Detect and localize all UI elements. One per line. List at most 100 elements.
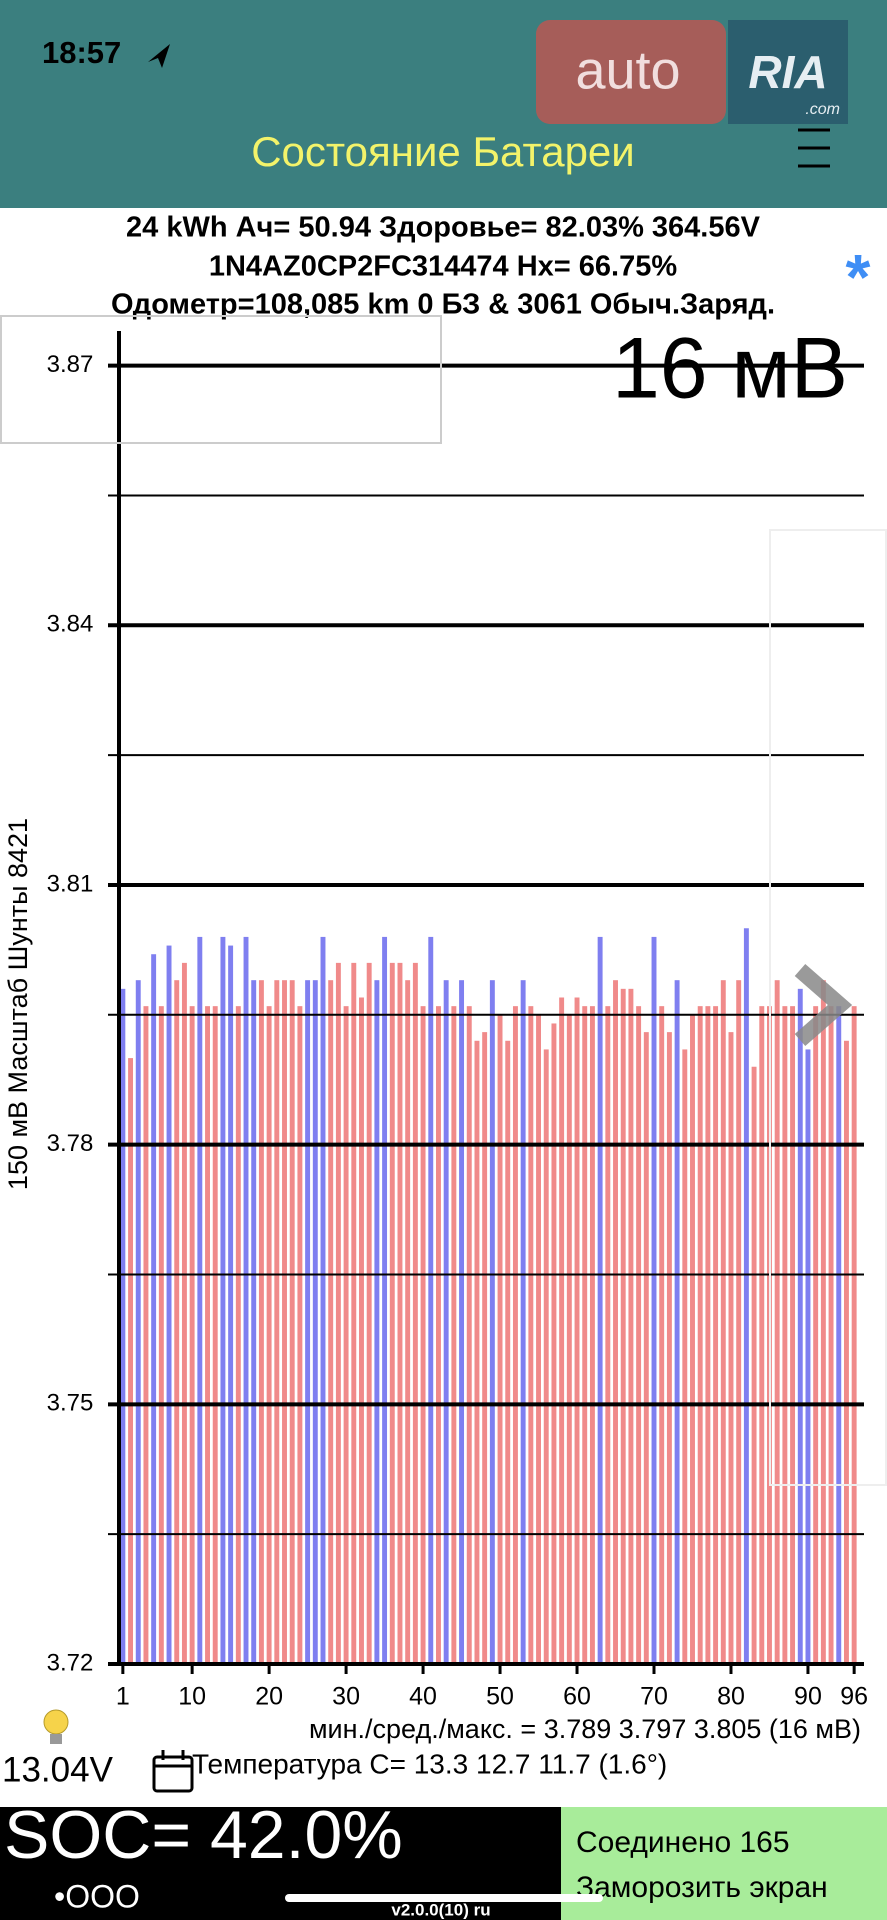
voltage-summary: мин./сред./макс. = 3.789 3.797 3.805 (16…	[309, 1714, 861, 1744]
bar	[620, 988, 626, 1664]
bar	[505, 1040, 511, 1664]
bar	[797, 988, 803, 1664]
bar	[512, 1006, 518, 1664]
bar	[466, 1006, 472, 1664]
bar	[274, 980, 280, 1664]
bar	[189, 1006, 195, 1664]
bar	[628, 988, 634, 1664]
soc: SOC= 42.0%	[4, 1797, 403, 1873]
chart: 3.72 3.75 3.78 3.81 3.84 3.87 1 10 20 30 40 50 60 70 8…	[3, 321, 868, 1711]
bar	[320, 936, 326, 1664]
battery-voltage: 13.04V	[2, 1750, 114, 1789]
info-line: 24 kWh Ач= 50.94 Здоровье= 82.03% 364.56…	[126, 212, 761, 244]
bar	[412, 962, 418, 1664]
next-chevron[interactable]	[794, 963, 853, 1047]
bar	[759, 1006, 765, 1664]
screen-title: Состояние Батареи	[251, 128, 635, 175]
connection-status: Соединено 165	[576, 1826, 790, 1859]
bar	[366, 962, 372, 1664]
bar	[720, 980, 726, 1664]
settings-marker[interactable]: *	[846, 241, 871, 313]
x-tick-label: 10	[178, 1683, 206, 1711]
bar	[243, 936, 249, 1664]
bar	[482, 1032, 488, 1664]
bar	[551, 1023, 557, 1664]
x-tick-label: 90	[794, 1683, 822, 1711]
x-tick-label: 96	[840, 1683, 868, 1711]
bar	[597, 936, 603, 1664]
bar	[328, 980, 334, 1664]
bar	[589, 1006, 595, 1664]
bar	[751, 1066, 757, 1664]
bar	[851, 1006, 857, 1664]
y-tick-label: 3.84	[47, 611, 94, 638]
bar	[613, 980, 618, 1664]
bar	[774, 980, 780, 1664]
bar	[690, 1014, 695, 1664]
status-time: 18:57	[42, 35, 121, 70]
x-tick-label: 20	[255, 1683, 283, 1711]
y-tick-label: 3.81	[47, 870, 94, 897]
y-tick-label: 3.72	[47, 1649, 94, 1676]
bar	[459, 980, 465, 1664]
bar	[228, 945, 234, 1664]
bar	[212, 1006, 218, 1664]
y-tick-label: 3.87	[47, 351, 94, 378]
bar	[428, 936, 434, 1664]
overlay-frame	[769, 529, 887, 1486]
scale-annotation: 16 мВ	[612, 321, 848, 417]
bar	[805, 1049, 811, 1664]
bar	[489, 980, 495, 1664]
x-tick-label: 60	[563, 1683, 591, 1711]
bar	[743, 928, 749, 1664]
menu-icon[interactable]	[798, 128, 830, 168]
bar	[166, 945, 172, 1664]
x-tick-label: 40	[409, 1683, 437, 1711]
bar	[728, 1032, 734, 1664]
temperature: Температура C= 13.3 12.7 11.7 (1.6°)	[192, 1748, 667, 1779]
calendar-icon[interactable]	[152, 1750, 194, 1793]
bulb-icon	[43, 1709, 69, 1744]
bar	[820, 980, 826, 1664]
bar	[151, 954, 157, 1664]
bar	[474, 1040, 480, 1664]
connection-panel[interactable]	[561, 1807, 887, 1920]
bar	[674, 980, 680, 1664]
bar	[282, 980, 287, 1664]
bar	[705, 1006, 711, 1664]
bar	[135, 980, 141, 1664]
watermark-brand: auto	[575, 40, 680, 100]
bar	[297, 1006, 303, 1664]
page-dots[interactable]: •OOO	[54, 1878, 140, 1914]
bar	[713, 1006, 719, 1664]
bar	[181, 962, 187, 1664]
bar	[566, 1014, 572, 1664]
bar	[351, 962, 357, 1664]
bar	[451, 1006, 457, 1664]
bar	[659, 1006, 665, 1664]
bar	[828, 1006, 834, 1664]
bar	[520, 980, 526, 1664]
bar	[543, 1049, 549, 1664]
bar	[405, 980, 411, 1664]
bar	[266, 1006, 272, 1664]
bar	[605, 1006, 611, 1664]
bar	[235, 1006, 241, 1664]
x-tick-label: 30	[332, 1683, 360, 1711]
bar	[220, 936, 226, 1664]
freeze-button[interactable]: Заморозить экран	[576, 1871, 828, 1904]
bar	[305, 980, 311, 1664]
bar	[636, 1006, 642, 1664]
overlay-frame	[0, 315, 442, 444]
bar	[666, 1032, 672, 1664]
bar	[497, 1014, 503, 1664]
x-tick-label: 50	[486, 1683, 514, 1711]
bar	[251, 980, 257, 1664]
bar	[158, 1006, 164, 1664]
y-tick-label: 3.75	[47, 1390, 94, 1417]
watermark-logo-box	[728, 20, 848, 124]
version: v2.0.0(10) ru	[391, 1900, 490, 1919]
bar	[528, 1006, 534, 1664]
bar	[536, 1014, 541, 1664]
